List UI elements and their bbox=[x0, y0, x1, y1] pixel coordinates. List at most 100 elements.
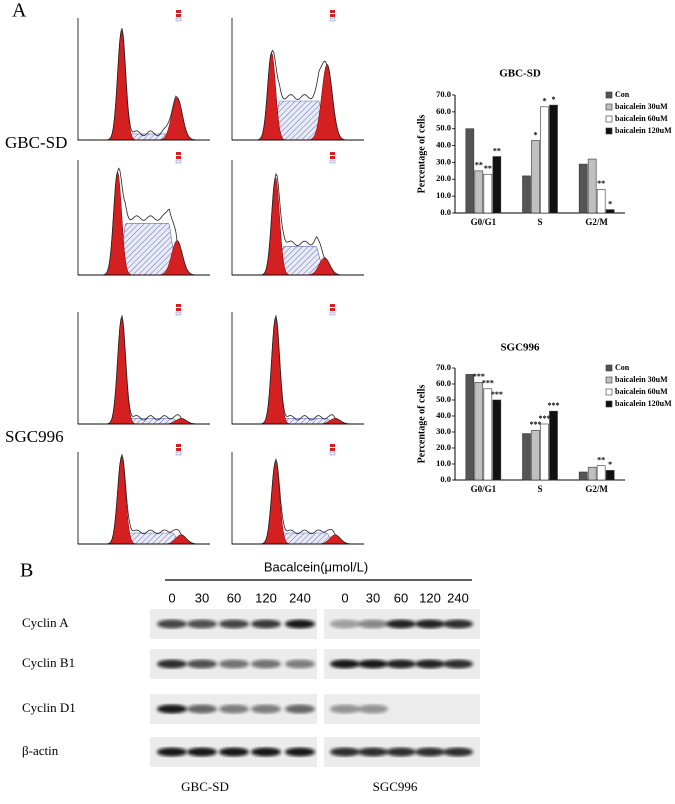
protein-label: Cyclin B1 bbox=[22, 655, 75, 670]
axes bbox=[77, 452, 210, 545]
x-tick-label: S bbox=[537, 217, 542, 227]
band bbox=[157, 704, 187, 714]
legend-swatch bbox=[605, 376, 613, 384]
g1-peak bbox=[232, 461, 364, 545]
legend-box bbox=[330, 156, 335, 159]
panel-label: B bbox=[20, 560, 33, 582]
band bbox=[386, 659, 416, 669]
axes bbox=[231, 452, 364, 545]
legend-swatch bbox=[605, 127, 613, 135]
band bbox=[443, 747, 473, 757]
row-label: GBC-SD bbox=[5, 133, 67, 152]
bar bbox=[474, 382, 484, 481]
axes bbox=[77, 160, 210, 276]
legend-box bbox=[330, 444, 335, 447]
protein-label: Cyclin D1 bbox=[22, 700, 76, 715]
y-tick-label: 0.0 bbox=[440, 207, 451, 217]
band bbox=[443, 619, 473, 629]
band bbox=[330, 619, 360, 629]
y-tick-label: 30.0 bbox=[436, 426, 451, 436]
legend-box bbox=[329, 17, 336, 22]
legend-label: baicalein 120uM bbox=[615, 399, 672, 408]
legend-label: baicalein 120uM bbox=[615, 126, 672, 135]
g1-peak bbox=[78, 317, 210, 425]
significance: *** bbox=[482, 379, 494, 388]
y-tick-label: 60.0 bbox=[436, 378, 451, 388]
s-phase bbox=[232, 100, 364, 141]
y-tick-label: 40.0 bbox=[436, 140, 451, 150]
dose-label: 120 bbox=[419, 590, 441, 605]
g1-peak bbox=[78, 30, 210, 141]
axes bbox=[77, 312, 210, 425]
y-tick-label: 50.0 bbox=[436, 123, 451, 133]
band bbox=[285, 747, 315, 757]
significance: *** bbox=[548, 401, 560, 410]
legend-label: Con bbox=[615, 90, 630, 99]
bar bbox=[596, 189, 606, 214]
band bbox=[285, 619, 315, 629]
band bbox=[187, 747, 217, 757]
band bbox=[157, 619, 187, 629]
bar bbox=[492, 399, 502, 481]
g2-peak bbox=[78, 96, 210, 141]
bar bbox=[531, 140, 540, 214]
bar bbox=[465, 374, 475, 481]
significance: ** bbox=[597, 179, 605, 188]
legend-box bbox=[329, 451, 336, 456]
axes bbox=[231, 18, 364, 141]
band bbox=[330, 747, 360, 757]
dose-label: 0 bbox=[168, 590, 175, 605]
chart-title: GBC-SD bbox=[499, 68, 541, 80]
significance: *** bbox=[473, 372, 485, 381]
significance: *** bbox=[539, 414, 551, 423]
band bbox=[330, 704, 360, 714]
band bbox=[358, 619, 388, 629]
y-tick-label: 0.0 bbox=[440, 474, 451, 484]
legend-label: baicalein 60uM bbox=[615, 114, 668, 123]
legend-box bbox=[330, 10, 335, 13]
x-tick-label: S bbox=[537, 484, 542, 494]
bar bbox=[474, 170, 484, 214]
legend-box bbox=[176, 10, 181, 13]
s-phase bbox=[78, 223, 210, 276]
legend-box bbox=[175, 17, 182, 22]
y-tick-label: 40.0 bbox=[436, 410, 451, 420]
legend-label: Con bbox=[615, 363, 630, 372]
bar bbox=[522, 175, 531, 214]
bar bbox=[483, 173, 493, 214]
bar bbox=[578, 163, 588, 214]
y-tick-label: 20.0 bbox=[436, 173, 451, 183]
band bbox=[219, 659, 249, 669]
legend-swatch bbox=[605, 103, 613, 111]
y-tick-label: 50.0 bbox=[436, 394, 451, 404]
histogram-outline bbox=[78, 453, 210, 545]
dose-label: 240 bbox=[289, 590, 311, 605]
legend-swatch bbox=[605, 388, 613, 396]
band bbox=[187, 659, 217, 669]
significance: * bbox=[534, 130, 538, 139]
legend-box bbox=[176, 304, 181, 307]
band bbox=[157, 659, 187, 669]
y-tick-label: 30.0 bbox=[436, 156, 451, 166]
legend-box bbox=[330, 304, 335, 307]
significance: * bbox=[608, 460, 612, 469]
band bbox=[415, 619, 445, 629]
legend-box bbox=[329, 311, 336, 316]
legend-swatch bbox=[605, 91, 613, 99]
band bbox=[358, 659, 388, 669]
significance: *** bbox=[491, 390, 503, 399]
band bbox=[219, 619, 249, 629]
flow-histograms bbox=[77, 10, 364, 545]
bar bbox=[549, 104, 558, 214]
dose-label: 30 bbox=[366, 590, 380, 605]
band bbox=[187, 704, 217, 714]
legend-swatch bbox=[605, 115, 613, 123]
dose-label: 60 bbox=[394, 590, 408, 605]
protein-label: β-actin bbox=[22, 743, 59, 758]
chart-title: SGC996 bbox=[500, 342, 540, 354]
blot-title: Bacalcein(μmol/L) bbox=[264, 559, 368, 574]
legend-box bbox=[176, 152, 181, 155]
band bbox=[386, 619, 416, 629]
legend-box bbox=[175, 159, 182, 164]
